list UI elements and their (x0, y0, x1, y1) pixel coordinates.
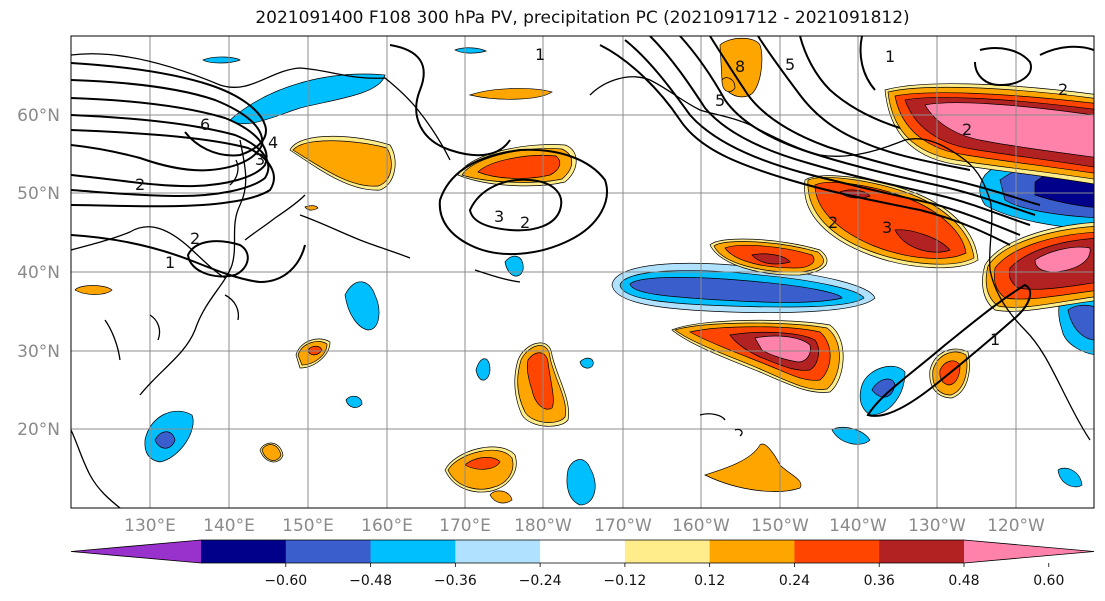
colorbar-swatch (201, 540, 287, 563)
colorbar-extension-low (71, 540, 201, 563)
lat-tick-label: 30°N (17, 342, 60, 362)
colorbar-swatch (370, 540, 456, 563)
contour-label: 4 (268, 133, 278, 152)
map-title: 2021091400 F108 300 hPa PV, precipitatio… (255, 8, 910, 28)
lon-tick-label: 130°W (908, 516, 966, 536)
colorbar-outline (70, 539, 1095, 564)
lat-tick-label: 60°N (17, 106, 60, 126)
colorbar-tick-label: −0.12 (603, 573, 646, 589)
map-frame (70, 35, 1095, 509)
colorbar-swatch (879, 540, 965, 563)
latitude-labels: 60°N 50°N 40°N 30°N 20°N (17, 106, 60, 440)
contour-label: 2 (520, 213, 530, 232)
lon-tick-label: 150°W (751, 516, 809, 536)
colorbar-tick-label: −0.24 (519, 573, 562, 589)
contour-label: 2 (190, 229, 200, 248)
contour-label: 8 (735, 57, 745, 76)
colorbar-tick-label: −0.36 (434, 573, 477, 589)
contour-label: 6 (200, 115, 210, 134)
colorbar-swatch (455, 540, 541, 563)
contour-label: 2 (1058, 80, 1068, 99)
colorbar-swatch (624, 540, 711, 563)
colorbar-tick-label: 0.48 (948, 573, 979, 589)
contour-label: 5 (785, 55, 795, 74)
colorbar-labels: −0.60 −0.48 −0.36 −0.24 −0.12 0.12 0.24 0.36 0.4… (264, 563, 1064, 589)
lon-tick-label: 140°E (203, 516, 255, 536)
colorbar-swatch (709, 540, 795, 563)
lon-tick-label: 130°E (124, 516, 176, 536)
contour-label: 1 (990, 330, 1000, 349)
lon-tick-label: 170°E (439, 516, 491, 536)
lon-tick-label: 160°E (361, 516, 413, 536)
lat-tick-label: 40°N (17, 263, 60, 283)
contour-label: 3 (494, 207, 504, 226)
lat-tick-label: 20°N (17, 420, 60, 440)
shaded-precip-field (74, 37, 1094, 506)
colorbar (70, 539, 1095, 564)
lon-tick-label: 120°W (987, 516, 1045, 536)
contour-label: 3 (882, 218, 892, 237)
contour-label: 2 (135, 175, 145, 194)
lon-tick-label: 160°W (672, 516, 730, 536)
colorbar-swatch (540, 540, 626, 563)
contour-label: 2 (828, 213, 838, 232)
colorbar-tick-label: 0.60 (1033, 573, 1064, 589)
contour-label: 3 (255, 150, 265, 169)
colorbar-tick-label: 0.36 (864, 573, 895, 589)
colorbar-tick-label: −0.48 (349, 573, 392, 589)
contour-label: 5 (715, 91, 725, 110)
colorbar-tick-label: 0.12 (694, 573, 725, 589)
contour-label: 2 (962, 120, 972, 139)
lon-tick-label: 180°W (514, 516, 572, 536)
contour-label: 1 (165, 253, 175, 272)
colorbar-tick-label: −0.60 (264, 573, 307, 589)
map-gridlines (71, 36, 1094, 508)
contour-labels: 1 8 5 4 6 5 3 2 1 3 2 2 3 2 2 1 2 1 (135, 45, 1068, 349)
lon-tick-label: 140°W (829, 516, 887, 536)
lat-tick-label: 50°N (17, 184, 60, 204)
colorbar-swatch (285, 540, 372, 563)
lon-tick-label: 170°W (594, 516, 652, 536)
colorbar-extension-high (964, 540, 1094, 563)
lon-tick-label: 150°E (282, 516, 334, 536)
contour-label: 1 (535, 45, 545, 64)
pv-contours (71, 36, 1094, 417)
colorbar-swatch (794, 540, 880, 563)
colorbar-tick-label: 0.24 (779, 573, 810, 589)
contour-label: 1 (885, 47, 895, 66)
longitude-labels: 130°E 140°E 150°E 160°E 170°E 180°W 170°… (124, 516, 1045, 536)
